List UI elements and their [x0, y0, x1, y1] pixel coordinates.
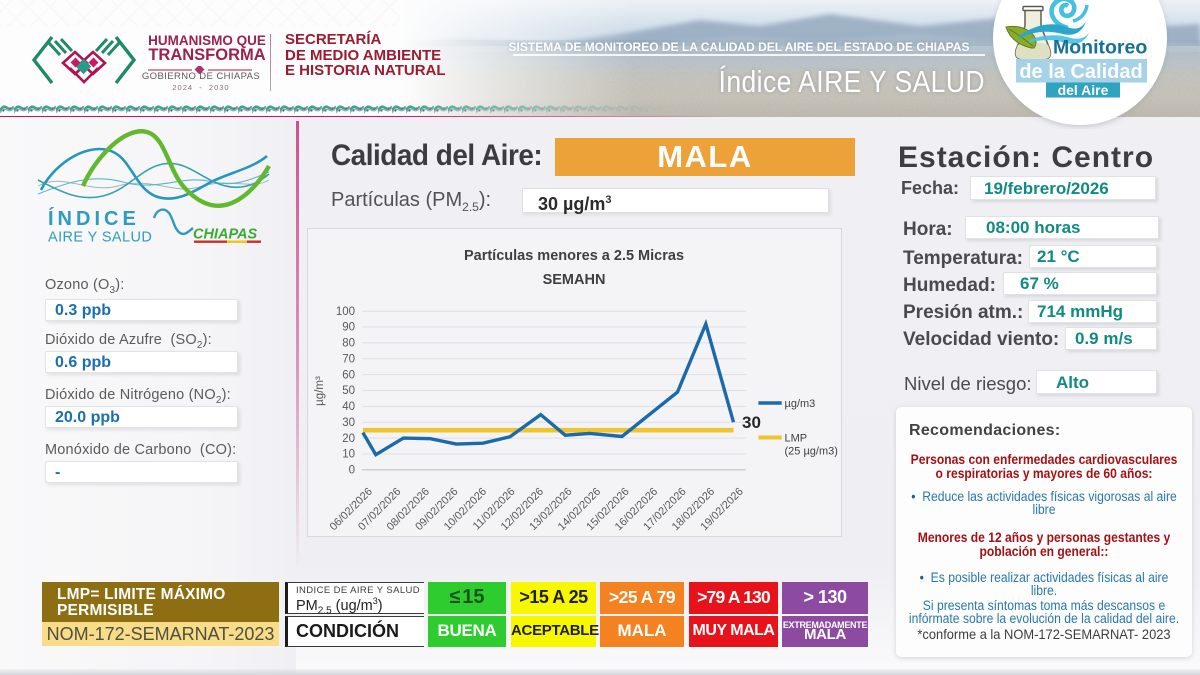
- svg-text:Partículas menores a 2.5 Micra: Partículas menores a 2.5 Micras: [464, 248, 684, 264]
- svg-text:µg/m³: µg/m³: [314, 376, 326, 406]
- svg-text:del Aire: del Aire: [1058, 82, 1109, 98]
- svg-text:100: 100: [336, 306, 355, 318]
- svg-text:50: 50: [342, 385, 355, 397]
- svg-text:60: 60: [342, 369, 355, 381]
- svg-text:de la Calidad: de la Calidad: [1019, 61, 1142, 83]
- svg-text:SEMAHN: SEMAHN: [543, 272, 606, 288]
- svg-text:40: 40: [342, 401, 355, 413]
- svg-text:(25 µg/m3): (25 µg/m3): [785, 446, 838, 458]
- svg-text:70: 70: [342, 354, 355, 366]
- svg-text:LMP: LMP: [785, 433, 808, 445]
- svg-text:ÍNDICE: ÍNDICE: [48, 207, 140, 230]
- svg-text:10: 10: [342, 449, 355, 461]
- svg-text:80: 80: [342, 338, 355, 350]
- svg-text:30: 30: [742, 413, 761, 432]
- svg-text:0: 0: [349, 465, 355, 477]
- svg-text:20: 20: [342, 433, 355, 445]
- svg-text:AIRE Y SALUD: AIRE Y SALUD: [48, 230, 152, 246]
- svg-text:µg/m3: µg/m3: [785, 398, 816, 410]
- svg-text:30: 30: [342, 417, 355, 429]
- svg-text:CHIAPAS: CHIAPAS: [193, 227, 258, 243]
- svg-text:90: 90: [342, 322, 355, 334]
- svg-text:Monitoreo: Monitoreo: [1053, 37, 1147, 59]
